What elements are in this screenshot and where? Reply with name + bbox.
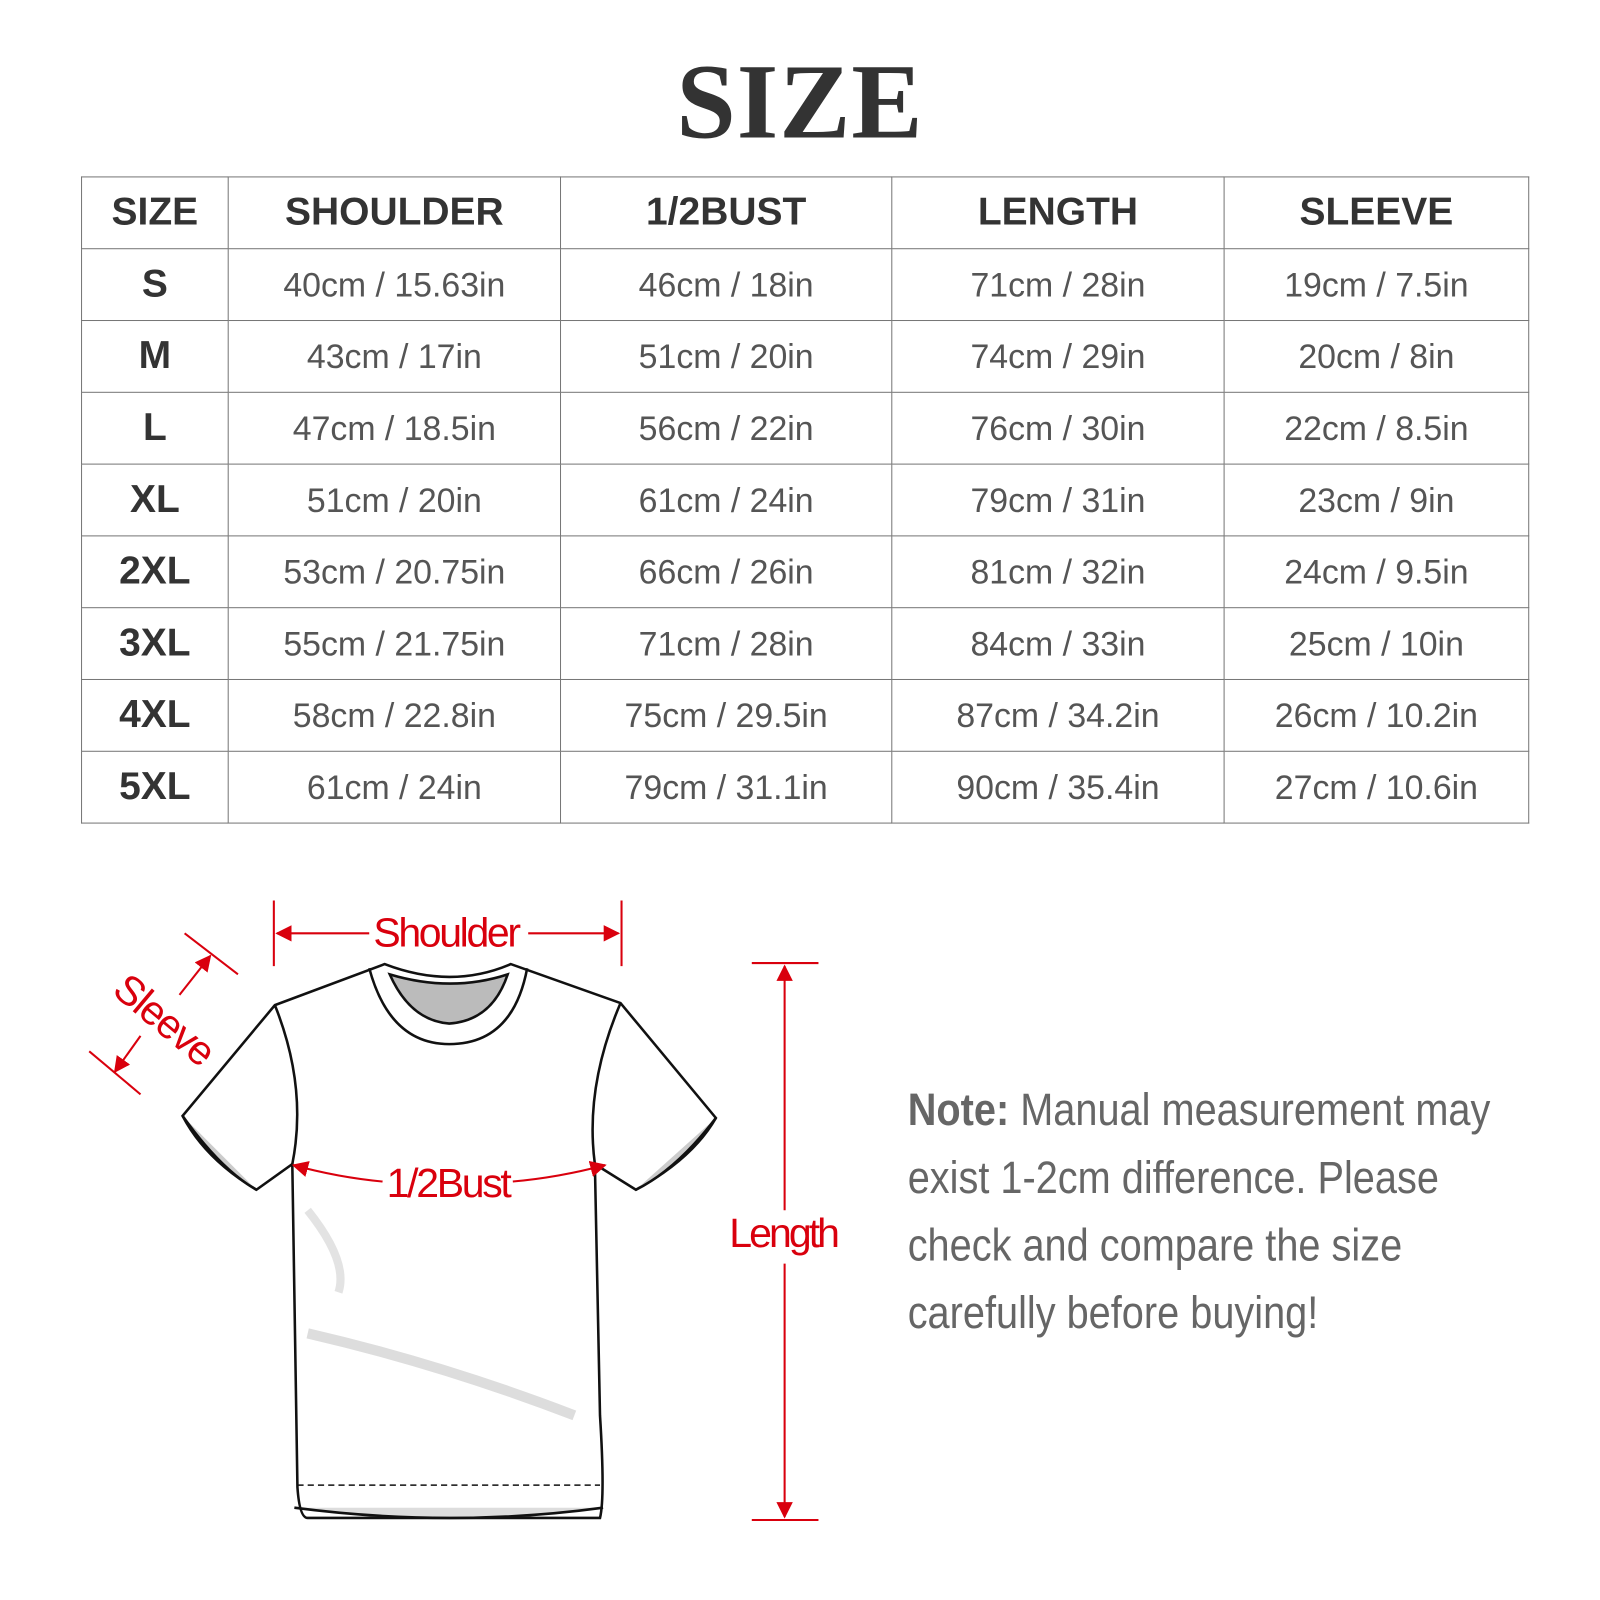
measurement-cell: 51cm / 20in [227,463,562,537]
header-bust: 1/2BUST [559,176,893,250]
shoulder-label: Shoulder [373,910,521,956]
measurement-cell: 90cm / 35.4in [891,750,1225,824]
table-row: 2XL 53cm / 20.75in 66cm / 26in 81cm / 32in 2… [81,535,1530,609]
header-length: LENGTH [891,176,1225,250]
measurement-cell: 22cm / 8.5in [1223,391,1530,465]
measurement-cell: 26cm / 10.2in [1223,678,1530,752]
table-row: XL 51cm / 20in 61cm / 24in 79cm / 31in 23cm … [81,463,1530,537]
measurement-cell: 58cm / 22.8in [227,678,562,752]
measurement-cell: 74cm / 29in [891,319,1225,393]
table-row: 4XL 58cm / 22.8in 75cm / 29.5in 87cm / 34.2… [81,678,1530,752]
measurement-annotations [88,900,819,1522]
size-cell: 5XL [81,750,229,824]
table-row: 3XL 55cm / 21.75in 71cm / 28in 84cm / 33in 2… [81,607,1530,680]
measurement-cell: 71cm / 28in [559,607,893,680]
measurement-cell: 53cm / 20.75in [227,535,562,609]
measurement-cell: 23cm / 9in [1223,463,1530,537]
table-header-row: SIZE SHOULDER 1/2BUST LENGTH SLEEVE [81,176,1530,250]
measurement-cell: 75cm / 29.5in [559,678,893,752]
measurement-cell: 84cm / 33in [891,607,1225,680]
measurement-cell: 79cm / 31.1in [559,750,893,824]
measurement-cell: 25cm / 10in [1223,607,1530,680]
measurement-cell: 46cm / 18in [559,248,893,322]
header-size: SIZE [81,176,229,250]
measurement-cell: 81cm / 32in [891,535,1225,609]
measurement-cell: 20cm / 8in [1223,319,1530,393]
size-cell: 3XL [81,607,229,680]
size-table: SIZE SHOULDER 1/2BUST LENGTH SLEEVE S 40c… [81,176,1530,824]
measurement-cell: 51cm / 20in [559,319,893,393]
size-cell: 2XL [81,535,229,609]
measurement-cell: 71cm / 28in [891,248,1225,322]
size-cell: L [81,391,229,465]
measurement-cell: 27cm / 10.6in [1223,750,1530,824]
measurement-cell: 40cm / 15.63in [227,248,562,322]
measurement-cell: 24cm / 9.5in [1223,535,1530,609]
measurement-cell: 43cm / 17in [227,319,562,393]
size-cell: XL [81,463,229,537]
table-row: M 43cm / 17in 51cm / 20in 74cm / 29in 20cm /… [81,319,1530,393]
bust-label: 1/2Bust [387,1160,513,1206]
measurement-cell: 55cm / 21.75in [227,607,562,680]
length-label: Length [729,1210,840,1256]
measurement-cell: 19cm / 7.5in [1223,248,1530,322]
page-title: SIZE [676,43,924,162]
measurement-cell: 56cm / 22in [559,391,893,465]
table-row: L 47cm / 18.5in 56cm / 22in 76cm / 30in 22cm… [81,391,1530,465]
measurement-cell: 76cm / 30in [891,391,1225,465]
tshirt-illustration [181,962,718,1520]
measurement-cell: 61cm / 24in [227,750,562,824]
measurement-cell: 61cm / 24in [559,463,893,537]
size-cell: M [81,319,229,393]
size-cell: 4XL [81,678,229,752]
note-label: Note: [907,1085,1010,1136]
measurement-cell: 66cm / 26in [559,535,893,609]
note-text: Note: Manual measurement may exist 1-2cm… [908,1077,1540,1348]
size-cell: S [81,248,229,322]
header-sleeve: SLEEVE [1223,176,1530,250]
note-body: Manual measurement may exist 1-2cm diffe… [907,1085,1491,1339]
table-row: S 40cm / 15.63in 46cm / 18in 71cm / 28in 19c… [81,248,1530,322]
table-row: 5XL 61cm / 24in 79cm / 31.1in 90cm / 35.4in… [81,750,1530,824]
